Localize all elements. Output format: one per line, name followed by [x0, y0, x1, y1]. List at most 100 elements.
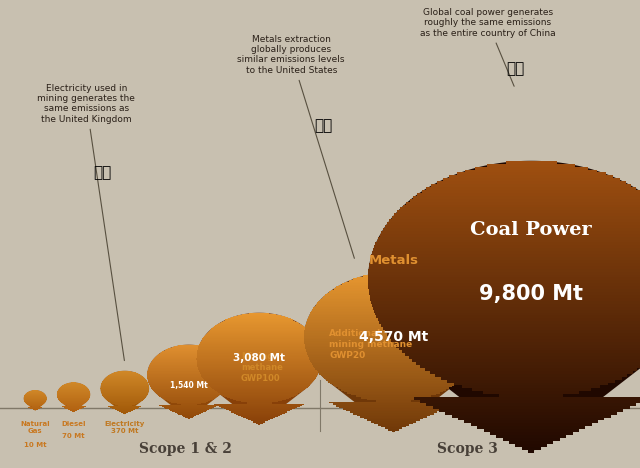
- Bar: [477, 426, 585, 429]
- Bar: [309, 315, 478, 317]
- Bar: [307, 354, 480, 355]
- Bar: [313, 365, 474, 366]
- Bar: [373, 307, 640, 310]
- Bar: [412, 359, 640, 362]
- Bar: [209, 386, 309, 387]
- Bar: [196, 361, 322, 362]
- Bar: [164, 399, 213, 400]
- Bar: [152, 361, 226, 362]
- Text: Scope 1 & 2: Scope 1 & 2: [139, 442, 232, 456]
- Bar: [147, 377, 230, 378]
- Bar: [248, 419, 270, 420]
- Bar: [179, 414, 199, 415]
- Bar: [368, 280, 640, 283]
- Bar: [196, 362, 322, 363]
- Bar: [465, 169, 598, 172]
- Bar: [420, 365, 640, 368]
- Bar: [196, 355, 322, 357]
- Bar: [381, 426, 406, 427]
- Bar: [377, 240, 640, 242]
- Bar: [177, 403, 201, 404]
- Bar: [200, 343, 319, 344]
- Bar: [148, 380, 230, 381]
- Bar: [217, 324, 301, 325]
- Bar: [385, 330, 640, 333]
- Bar: [475, 167, 588, 169]
- Bar: [370, 260, 640, 263]
- Bar: [399, 348, 640, 351]
- Bar: [426, 403, 636, 406]
- Bar: [148, 371, 230, 372]
- Bar: [219, 323, 300, 324]
- Bar: [329, 291, 458, 293]
- Bar: [383, 228, 640, 231]
- Bar: [198, 369, 320, 370]
- Bar: [173, 411, 204, 412]
- Bar: [305, 347, 482, 349]
- Bar: [147, 373, 230, 374]
- Bar: [346, 410, 441, 411]
- Bar: [253, 422, 266, 423]
- Bar: [394, 342, 640, 344]
- Bar: [205, 381, 313, 382]
- Bar: [231, 411, 287, 412]
- Bar: [241, 401, 278, 402]
- Text: Scope 3: Scope 3: [436, 442, 498, 456]
- Bar: [471, 424, 591, 426]
- Bar: [153, 359, 225, 360]
- Bar: [158, 354, 220, 355]
- Bar: [159, 353, 219, 354]
- Bar: [387, 333, 640, 336]
- Bar: [367, 419, 420, 421]
- Bar: [371, 254, 640, 257]
- Bar: [148, 382, 229, 383]
- Bar: [316, 368, 472, 370]
- Bar: [369, 263, 640, 266]
- Bar: [405, 353, 640, 356]
- Bar: [216, 405, 302, 406]
- Bar: [376, 400, 412, 402]
- Bar: [462, 386, 600, 388]
- Bar: [172, 347, 205, 348]
- Bar: [426, 187, 636, 190]
- Bar: [305, 343, 483, 344]
- Bar: [149, 383, 228, 384]
- Bar: [350, 411, 437, 413]
- Bar: [202, 375, 317, 377]
- Bar: [157, 394, 221, 395]
- Bar: [445, 412, 617, 415]
- Bar: [202, 377, 316, 378]
- Bar: [204, 379, 315, 380]
- Bar: [522, 447, 541, 450]
- Bar: [175, 346, 203, 347]
- Bar: [400, 207, 640, 211]
- Bar: [323, 296, 464, 298]
- Bar: [381, 231, 640, 234]
- Bar: [216, 325, 303, 326]
- Bar: [356, 395, 431, 397]
- Bar: [342, 283, 445, 285]
- Bar: [367, 399, 420, 400]
- Bar: [487, 164, 575, 167]
- Text: Metals: Metals: [369, 254, 419, 267]
- Bar: [148, 370, 230, 371]
- Bar: [338, 388, 449, 389]
- Bar: [241, 416, 278, 417]
- Bar: [372, 304, 640, 307]
- Text: 3,080 Mt: 3,080 Mt: [233, 353, 285, 363]
- Bar: [392, 216, 640, 219]
- Bar: [309, 358, 478, 360]
- Bar: [449, 176, 613, 178]
- Bar: [200, 372, 319, 373]
- Bar: [211, 387, 308, 388]
- Bar: [394, 213, 640, 216]
- Bar: [397, 211, 640, 213]
- Bar: [369, 286, 640, 289]
- Bar: [443, 178, 620, 181]
- Bar: [175, 412, 203, 413]
- Bar: [207, 333, 312, 334]
- Bar: [304, 341, 483, 343]
- Bar: [151, 387, 227, 388]
- Bar: [201, 341, 317, 342]
- Bar: [203, 378, 316, 379]
